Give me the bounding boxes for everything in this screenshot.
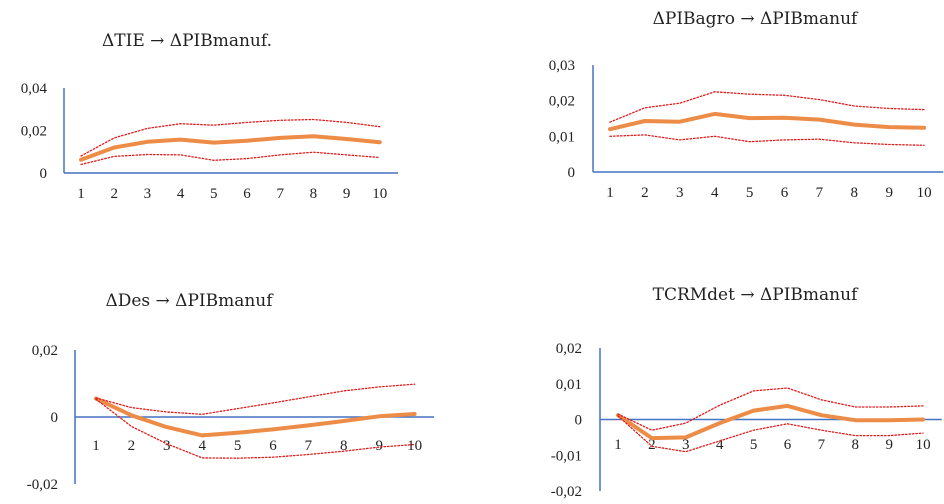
x-tick-label: 4 — [177, 186, 185, 202]
y-tick-label: 0 — [575, 413, 583, 429]
impulse-response-line — [608, 111, 927, 132]
confidence-band-lower — [95, 398, 416, 459]
x-tick-label: 8 — [310, 186, 318, 202]
x-tick-label: 1 — [77, 186, 85, 202]
chart-panel-2: ΔPIBagro → ΔPIBmanuf 0 0,01 0,02 0,03 1 2 3 4 5 6 7… — [549, 9, 944, 201]
x-tick-label: 10 — [407, 438, 422, 454]
impulse-response-line — [79, 134, 382, 162]
chart-panel-1: ΔTIE → ΔPIBmanuf. 0 0,02 0,04 1 2 3 4 5 6 7 8 9 10 — [21, 31, 399, 202]
x-tick-label: 1 — [92, 438, 100, 454]
x-tick-label: 8 — [851, 185, 859, 201]
x-tick-label: 7 — [305, 438, 313, 454]
x-tick-label: 2 — [648, 437, 656, 453]
x-tick-label: 5 — [750, 437, 758, 453]
y-tick-label: 0,04 — [21, 81, 48, 97]
x-tick-label: 6 — [243, 186, 251, 202]
chart-title: ΔDes → ΔPIBmanuf — [105, 291, 274, 311]
x-tick-label: 2 — [110, 186, 118, 202]
confidence-band-lower — [609, 134, 925, 146]
x-tick-label: 5 — [210, 186, 218, 202]
y-tick-label: -0,02 — [551, 484, 582, 500]
x-tick-label: 7 — [276, 186, 284, 202]
x-tick-label: 3 — [163, 438, 171, 454]
y-tick-label: 0,02 — [21, 124, 47, 140]
x-tick-label: 1 — [606, 185, 614, 201]
x-tick-label: 7 — [816, 185, 824, 201]
x-tick-label: 2 — [641, 185, 649, 201]
impulse-response-line — [94, 396, 417, 438]
impulse-response-line — [616, 403, 926, 441]
confidence-band-upper — [609, 91, 925, 123]
y-tick-label: 0,02 — [556, 341, 582, 357]
chart-title: ΔTIE → ΔPIBmanuf. — [102, 31, 272, 51]
y-tick-label: -0,02 — [27, 477, 58, 493]
x-tick-label: 9 — [885, 185, 893, 201]
x-tick-label: 10 — [916, 437, 931, 453]
x-tick-label: 6 — [781, 185, 789, 201]
y-tick-label: -0,01 — [551, 448, 582, 464]
x-tick-label: 5 — [746, 185, 754, 201]
confidence-band-upper — [95, 383, 416, 415]
confidence-band-upper — [80, 118, 381, 157]
x-tick-label: 6 — [269, 438, 277, 454]
confidence-band-lower — [617, 415, 924, 453]
confidence-band-lower — [80, 151, 381, 166]
x-tick-label: 9 — [885, 437, 893, 453]
y-tick-label: 0 — [40, 166, 48, 182]
chart-title: ΔPIBagro → ΔPIBmanuf — [653, 9, 859, 29]
y-tick-label: 0,03 — [549, 58, 575, 74]
y-tick-label: 0,01 — [556, 377, 582, 393]
y-tick-label: 0,01 — [549, 129, 575, 145]
x-tick-label: 6 — [784, 437, 792, 453]
x-tick-label: 9 — [343, 186, 351, 202]
x-tick-label: 2 — [128, 438, 136, 454]
chart-panel-4: TCRMdet → ΔPIBmanuf -0,02 -0,01 0 0,01 0,02 1 2… — [551, 285, 942, 500]
x-tick-label: 3 — [682, 437, 690, 453]
x-tick-label: 10 — [372, 186, 387, 202]
y-tick-label: 0,02 — [549, 94, 575, 110]
x-tick-label: 3 — [676, 185, 684, 201]
chart-panel-3: ΔDes → ΔPIBmanuf -0,02 0 0,02 1 2 3 4 5 6 7 8 9 10 — [27, 291, 435, 493]
x-tick-label: 10 — [917, 185, 932, 201]
chart-title: TCRMdet → ΔPIBmanuf — [653, 285, 859, 305]
x-tick-label: 1 — [614, 437, 622, 453]
confidence-band-upper — [617, 387, 924, 431]
x-tick-label: 9 — [375, 438, 383, 454]
y-tick-label: 0 — [51, 410, 59, 426]
x-tick-label: 4 — [716, 437, 724, 453]
x-tick-label: 8 — [852, 437, 860, 453]
x-tick-label: 4 — [711, 185, 719, 201]
x-tick-label: 3 — [144, 186, 152, 202]
x-tick-label: 8 — [340, 438, 348, 454]
y-tick-label: 0 — [568, 165, 576, 181]
y-tick-label: 0,02 — [32, 343, 58, 359]
x-tick-label: 4 — [198, 438, 206, 454]
x-tick-label: 7 — [818, 437, 826, 453]
x-tick-label: 5 — [234, 438, 242, 454]
